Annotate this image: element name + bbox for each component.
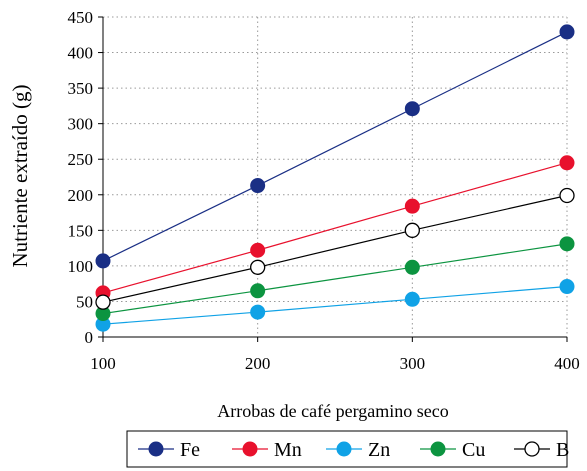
y-tick-label: 200 bbox=[68, 186, 94, 205]
x-tick-label: 200 bbox=[245, 354, 271, 373]
legend-label-zn: Zn bbox=[368, 439, 390, 461]
data-point-zn bbox=[404, 291, 420, 307]
y-tick-label: 400 bbox=[68, 44, 94, 63]
x-tick-label: 400 bbox=[554, 354, 580, 373]
y-tick-label: 50 bbox=[76, 292, 93, 311]
legend-label-b: B bbox=[556, 439, 569, 461]
data-point-cu bbox=[404, 259, 420, 275]
y-tick-label: 350 bbox=[68, 79, 94, 98]
legend-label-fe: Fe bbox=[180, 439, 200, 461]
series-points bbox=[95, 24, 575, 332]
x-tick-label: 100 bbox=[90, 354, 116, 373]
axes bbox=[98, 16, 568, 342]
data-point-b bbox=[404, 222, 420, 238]
series-line-b bbox=[102, 194, 568, 303]
legend-label-mn: Mn bbox=[274, 439, 302, 461]
y-tick-label: 150 bbox=[68, 221, 94, 240]
data-point-b bbox=[559, 187, 575, 204]
data-point-zn bbox=[250, 304, 266, 320]
data-point-fe bbox=[250, 178, 266, 194]
grid-lines bbox=[103, 16, 568, 337]
y-tick-label: 100 bbox=[68, 257, 94, 276]
series-line-fe bbox=[102, 31, 568, 262]
data-point-b bbox=[95, 294, 111, 310]
y-tick-label: 300 bbox=[68, 115, 94, 134]
legend: Fe Mn Zn Cu B bbox=[126, 430, 569, 468]
series-lines bbox=[102, 31, 568, 325]
data-point-b bbox=[250, 259, 266, 275]
y-tick-labels: 0 50 100 150 200 250 300 350 400 450 bbox=[68, 8, 94, 347]
y-tick-label: 0 bbox=[85, 328, 94, 347]
data-point-mn bbox=[404, 198, 420, 214]
data-point-cu bbox=[559, 236, 575, 252]
data-point-fe bbox=[95, 253, 111, 269]
y-tick-label: 250 bbox=[68, 150, 94, 169]
data-point-cu bbox=[250, 283, 266, 299]
data-point-fe bbox=[559, 24, 575, 40]
y-tick-label: 450 bbox=[68, 8, 94, 27]
series-line-zn bbox=[102, 285, 568, 325]
y-axis-title: Nutriente extraído (g) bbox=[8, 84, 32, 267]
series-line-mn bbox=[102, 162, 568, 294]
data-point-mn bbox=[559, 155, 575, 171]
legend-marker-fe bbox=[148, 441, 164, 457]
x-tick-label: 300 bbox=[400, 354, 426, 373]
data-point-mn bbox=[250, 242, 266, 258]
series-line-cu bbox=[102, 243, 568, 315]
data-point-zn bbox=[559, 279, 575, 295]
legend-marker-b bbox=[524, 441, 540, 457]
legend-marker-cu bbox=[430, 441, 446, 457]
data-point-fe bbox=[404, 101, 420, 117]
legend-label-cu: Cu bbox=[462, 439, 485, 461]
x-axis-title: Arrobas de café pergamino seco bbox=[217, 401, 449, 421]
x-tick-labels: 100 200 300 400 bbox=[90, 354, 580, 373]
legend-marker-mn bbox=[242, 441, 258, 457]
legend-marker-zn bbox=[336, 441, 352, 457]
